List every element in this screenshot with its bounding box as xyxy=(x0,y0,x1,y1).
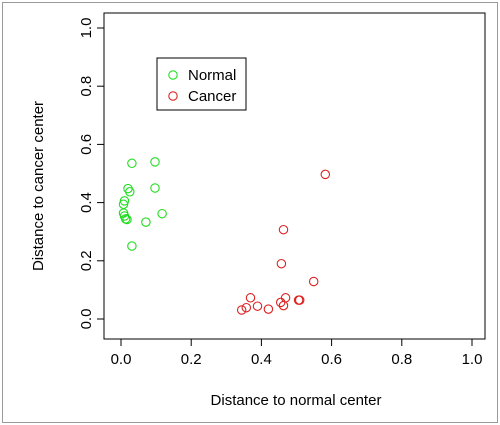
legend-box xyxy=(156,57,247,111)
data-point-normal xyxy=(122,214,132,225)
x-tick-label: 1.0 xyxy=(462,351,483,368)
data-point-normal xyxy=(150,157,160,167)
data-point-cancer xyxy=(320,169,331,180)
y-axis-title: Distance to cancer center xyxy=(30,101,47,271)
y-tick-label: 0.0 xyxy=(78,309,95,330)
x-tick-label: 0.6 xyxy=(321,351,342,368)
y-tick-label: 0.8 xyxy=(78,76,95,97)
data-point-cancer xyxy=(278,300,289,311)
data-point-cancer xyxy=(275,297,286,308)
data-point-cancer xyxy=(263,304,274,314)
data-point-normal xyxy=(150,183,160,193)
y-tick-label: 0.4 xyxy=(78,192,95,213)
y-axis: 0.0 0.2 0.4 0.6 0.8 1.0 xyxy=(78,18,105,330)
x-axis: 0.0 0.2 0.4 0.6 0.8 1.0 xyxy=(111,338,483,368)
legend: Normal Cancer xyxy=(156,57,247,111)
legend-label-normal: Normal xyxy=(188,67,236,84)
x-axis-title: Distance to normal center xyxy=(211,392,382,409)
legend-marker-normal xyxy=(168,70,178,80)
y-tick-label: 1.0 xyxy=(78,18,95,39)
data-point-cancer xyxy=(278,224,289,235)
data-point-normal xyxy=(125,187,135,197)
data-point-normal xyxy=(157,208,167,219)
x-tick-label: 0.4 xyxy=(251,351,272,368)
data-point-cancer xyxy=(308,276,319,287)
data-point-cancer xyxy=(241,302,252,313)
data-point-cancer xyxy=(236,305,247,315)
data-point-normal xyxy=(127,241,137,251)
data-point-cancer xyxy=(252,301,263,311)
data-point-normal xyxy=(141,217,151,227)
data-point-cancer xyxy=(276,258,287,269)
legend-label-cancer: Cancer xyxy=(188,88,236,105)
y-tick-label: 0.2 xyxy=(78,250,95,271)
legend-marker-cancer xyxy=(168,91,178,101)
x-tick-label: 0.0 xyxy=(111,351,132,368)
x-tick-label: 0.8 xyxy=(391,351,412,368)
y-tick-label: 0.6 xyxy=(78,134,95,155)
data-point-cancer xyxy=(245,293,256,303)
x-tick-label: 0.2 xyxy=(181,351,202,368)
data-point-normal xyxy=(127,158,137,169)
data-points xyxy=(118,157,331,315)
data-point-cancer xyxy=(280,293,291,303)
data-point-cancer xyxy=(294,295,305,305)
